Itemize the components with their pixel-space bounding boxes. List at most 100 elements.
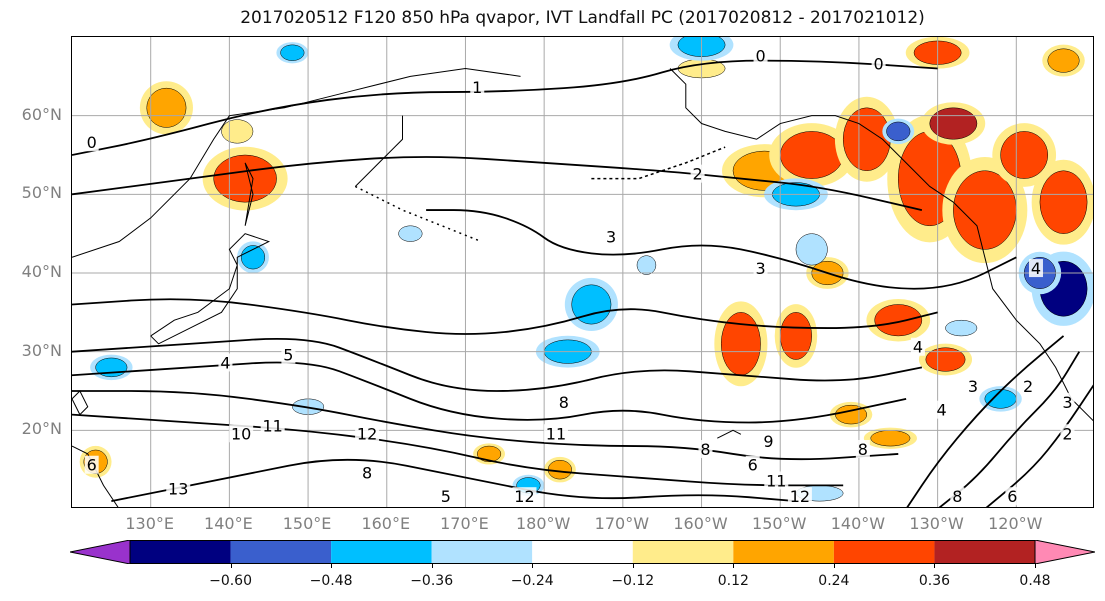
contour-label-bg bbox=[761, 432, 776, 451]
coastline bbox=[150, 233, 271, 345]
longitude-label: 170°E bbox=[440, 514, 489, 533]
anomaly-patch bbox=[874, 304, 923, 337]
colorbar-segment bbox=[532, 540, 633, 564]
longitude-label: 170°W bbox=[594, 514, 650, 533]
anomaly-patch bbox=[842, 107, 891, 171]
map-gridlines bbox=[72, 37, 1093, 507]
colorbar-tick-label: 0.12 bbox=[717, 573, 749, 589]
contour-label-bg bbox=[1021, 377, 1036, 396]
contour-label: 3 bbox=[968, 377, 978, 396]
map-panel: 0 1 0 0 2 3 3 4 5 4 8 10 11 12 8 11 8 9 6 11 12 13 5 12 6 8 3 4 2 3 2 4… bbox=[71, 36, 1094, 508]
coastline bbox=[244, 162, 254, 226]
longitude-label: 140°E bbox=[204, 514, 253, 533]
anomaly-patch bbox=[221, 119, 254, 144]
anomaly-patch bbox=[1047, 48, 1080, 73]
contour-label: 11 bbox=[766, 471, 786, 490]
contour-label-bg bbox=[745, 455, 760, 474]
contour-label: 2 bbox=[1062, 424, 1072, 443]
contour-label-bg bbox=[218, 353, 233, 372]
contour-label: 1 bbox=[472, 78, 482, 97]
ivt-contour-line bbox=[72, 156, 923, 211]
contour-label-bg bbox=[84, 455, 99, 474]
contour-label-bg bbox=[764, 471, 789, 490]
longitude-label: 130°E bbox=[125, 514, 175, 533]
colorbar-segment bbox=[733, 540, 834, 564]
longitude-label: 130°W bbox=[909, 514, 964, 533]
anomaly-patch bbox=[945, 319, 978, 337]
contour-label: 6 bbox=[1007, 487, 1017, 506]
contour-label: 8 bbox=[858, 440, 868, 459]
ivt-contour-line bbox=[72, 338, 923, 392]
anomaly-patch bbox=[1039, 170, 1088, 234]
longitude-label: 180°W bbox=[515, 514, 571, 533]
contour-label: 0 bbox=[87, 133, 97, 152]
contour-label-bg bbox=[871, 54, 886, 73]
contour-label-bg bbox=[855, 440, 870, 458]
colorbar-tick bbox=[331, 563, 333, 568]
colorbar-tick bbox=[1035, 563, 1036, 568]
colorbar-segment bbox=[934, 540, 1035, 564]
coastline bbox=[72, 390, 89, 416]
colorbar-tick-label: −0.24 bbox=[510, 573, 554, 589]
colorbar-segment bbox=[230, 540, 332, 564]
colorbar-tick bbox=[230, 563, 232, 568]
contour-label: 4 bbox=[1031, 259, 1041, 278]
contour-label: 4 bbox=[220, 353, 230, 372]
colorbar-segment bbox=[431, 540, 533, 564]
contour-label: 3 bbox=[1062, 393, 1072, 412]
longitude-label: 150°W bbox=[752, 514, 807, 533]
contour-label-bg bbox=[229, 424, 254, 443]
contour-label-bg bbox=[1060, 424, 1075, 443]
anomaly-patch bbox=[870, 430, 911, 447]
contour-label: 4 bbox=[936, 401, 946, 420]
map-title: 2017020512 F120 850 hPa qvapor, IVT Land… bbox=[240, 8, 925, 28]
contour-label-bg bbox=[690, 164, 705, 183]
contour-label: 2 bbox=[693, 165, 703, 184]
contour-label: 5 bbox=[283, 346, 293, 365]
anomaly-patch bbox=[636, 255, 657, 275]
anomaly-patch bbox=[547, 459, 572, 480]
contour-label-bg bbox=[604, 227, 619, 246]
contour-label-bg bbox=[512, 487, 537, 506]
ivt-contour-line bbox=[72, 413, 844, 487]
colorbar-tick bbox=[934, 563, 936, 568]
latitude-label: 50°N bbox=[21, 183, 62, 203]
contour-label: 0 bbox=[755, 47, 765, 66]
contour-label-bg bbox=[543, 424, 568, 443]
contour-label: 8 bbox=[559, 393, 569, 412]
colorbar-extend-high bbox=[1034, 540, 1095, 564]
contour-label: 11 bbox=[546, 424, 566, 443]
contour-label-bg bbox=[753, 46, 768, 65]
contour-label: 8 bbox=[952, 487, 962, 506]
coastline bbox=[354, 115, 404, 187]
contour-label: 0 bbox=[874, 55, 884, 74]
anomaly-patch bbox=[477, 445, 502, 463]
coastline bbox=[72, 67, 521, 258]
colorbar-tick-label: 0.60 bbox=[1101, 573, 1105, 589]
contour-label: 8 bbox=[700, 440, 710, 459]
latitude-label: 40°N bbox=[21, 262, 62, 281]
contour-label-bg bbox=[698, 440, 713, 458]
contour-label: 9 bbox=[763, 432, 773, 451]
anomaly-patch bbox=[886, 121, 911, 142]
latitude-label: 20°N bbox=[21, 419, 62, 439]
contour-label-bg bbox=[950, 487, 965, 506]
latitude-label: 30°N bbox=[21, 340, 62, 360]
ivt-contour-line bbox=[72, 59, 938, 156]
contour-label-bg bbox=[470, 78, 485, 97]
anomaly-patch bbox=[398, 225, 423, 242]
anomaly-patch bbox=[146, 87, 187, 128]
contour-label: 6 bbox=[748, 456, 758, 475]
contour-label: 6 bbox=[87, 456, 97, 475]
colorbar-tick-label: −0.48 bbox=[309, 573, 353, 589]
contour-label: 13 bbox=[168, 479, 188, 498]
ivt-contours bbox=[72, 59, 1093, 507]
ivt-contour-line bbox=[72, 390, 899, 461]
coastline bbox=[717, 429, 742, 439]
ivt-contour-line bbox=[426, 209, 1017, 290]
longitude-label: 140°W bbox=[830, 514, 886, 533]
contour-label-bg bbox=[360, 463, 375, 482]
anomaly-patch bbox=[779, 312, 812, 360]
latitude-label: 60°N bbox=[21, 104, 62, 124]
